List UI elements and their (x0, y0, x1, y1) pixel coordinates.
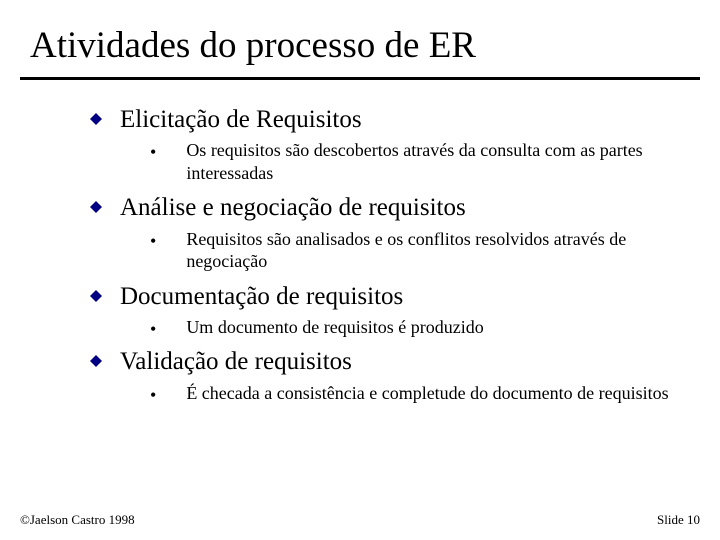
level2-row: • Requisitos são analisados e os conflit… (150, 228, 670, 273)
level2-text: Um documento de requisitos é produzido (186, 316, 483, 339)
level1-row: Análise e negociação de requisitos (90, 192, 680, 223)
level1-row: Validação de requisitos (90, 346, 680, 377)
slide: Atividades do processo de ER Elicitação … (0, 0, 720, 540)
level2-row: • Os requisitos são descobertos através … (150, 139, 670, 184)
list-item: Validação de requisitos • É checada a co… (60, 346, 680, 404)
level1-text: Análise e negociação de requisitos (120, 192, 466, 223)
slide-title: Atividades do processo de ER (0, 0, 720, 77)
diamond-bullet-icon (90, 113, 102, 125)
dot-bullet-icon: • (150, 232, 156, 250)
footer: ©Jaelson Castro 1998 Slide 10 (20, 512, 700, 528)
content-area: Elicitação de Requisitos • Os requisitos… (0, 80, 720, 404)
diamond-bullet-icon (90, 201, 102, 213)
level2-text: Os requisitos são descobertos através da… (186, 139, 670, 184)
level1-text: Validação de requisitos (120, 346, 352, 377)
list-item: Análise e negociação de requisitos • Req… (60, 192, 680, 272)
dot-bullet-icon: • (150, 386, 156, 404)
dot-bullet-icon: • (150, 320, 156, 338)
list-item: Documentação de requisitos • Um document… (60, 281, 680, 339)
footer-copyright: ©Jaelson Castro 1998 (20, 512, 135, 528)
level1-text: Elicitação de Requisitos (120, 104, 362, 135)
diamond-bullet-icon (90, 355, 102, 367)
level1-row: Documentação de requisitos (90, 281, 680, 312)
level1-text: Documentação de requisitos (120, 281, 403, 312)
level2-text: É checada a consistência e completude do… (186, 382, 668, 405)
list-item: Elicitação de Requisitos • Os requisitos… (60, 104, 680, 184)
level2-text: Requisitos são analisados e os conflitos… (186, 228, 670, 273)
diamond-bullet-icon (90, 290, 102, 302)
level2-row: • Um documento de requisitos é produzido (150, 316, 670, 339)
level1-row: Elicitação de Requisitos (90, 104, 680, 135)
dot-bullet-icon: • (150, 143, 156, 161)
footer-slide-number: Slide 10 (657, 512, 700, 528)
level2-row: • É checada a consistência e completude … (150, 382, 670, 405)
